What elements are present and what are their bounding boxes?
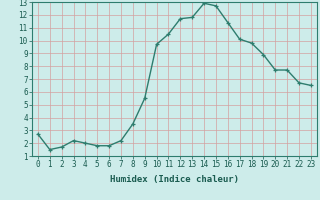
X-axis label: Humidex (Indice chaleur): Humidex (Indice chaleur)	[110, 175, 239, 184]
